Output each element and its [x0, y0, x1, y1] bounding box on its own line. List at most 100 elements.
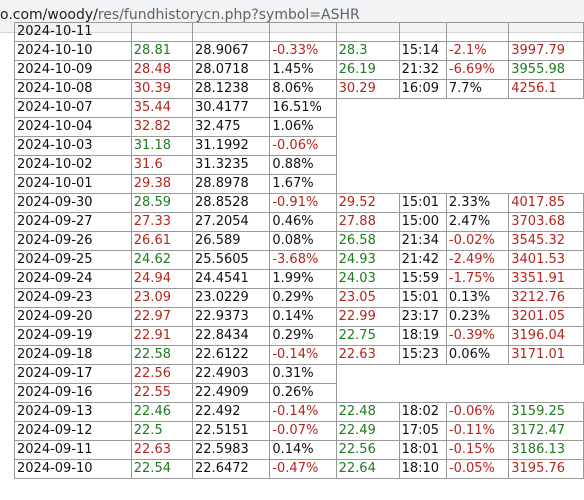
table-row: 2024-09-30 28.59 28.8528 -0.91% 29.52 15:01 2.…: [14, 193, 584, 213]
change-cell: 0.06%: [445, 345, 510, 365]
nav-cell: 32.475: [192, 117, 271, 137]
change-cell: 0.13%: [445, 288, 510, 308]
time-cell: 21:34: [398, 231, 447, 251]
close-cell: 22.54: [130, 459, 194, 479]
nav-cell: 22.6472: [192, 459, 271, 479]
index-cell: 3545.32: [508, 231, 584, 251]
date-cell: 2024-09-26: [14, 231, 132, 251]
est-price-cell: 27.88: [335, 212, 400, 232]
table-row: 2024-09-10 22.54 22.6472 -0.47% 22.64 18:10 -0…: [14, 459, 584, 479]
premium-cell: 0.14%: [269, 440, 337, 460]
nav-cell: 22.4903: [192, 364, 271, 384]
nav-cell: [192, 22, 271, 42]
est-price-cell: 29.52: [335, 193, 400, 213]
date-cell: 2024-10-11: [14, 22, 132, 42]
nav-cell: 22.492: [192, 402, 271, 422]
index-cell: 3212.76: [508, 288, 584, 308]
nav-cell: 28.8528: [192, 193, 271, 213]
est-price-cell: 30.29: [335, 79, 400, 99]
close-cell: 27.33: [130, 212, 194, 232]
change-cell: 7.7%: [445, 79, 510, 99]
change-cell: -6.69%: [445, 60, 510, 80]
empty-cell: [446, 137, 508, 156]
fund-history-table-body: 2024-10-11 2024-10-10 28.81 28.9067 -0.33% 28…: [14, 22, 584, 479]
time-cell: 15:23: [398, 345, 447, 365]
index-cell: 3955.98: [508, 60, 584, 80]
nav-cell: 22.9373: [192, 307, 271, 327]
time-cell: 16:09: [398, 79, 447, 99]
est-price-cell: 26.58: [335, 231, 400, 251]
est-price-cell: 22.48: [335, 402, 400, 422]
close-cell: 22.58: [130, 345, 194, 365]
date-cell: 2024-10-03: [14, 136, 132, 156]
close-cell: 22.5: [130, 421, 194, 441]
premium-cell: -0.07%: [269, 421, 337, 441]
close-cell: 22.46: [130, 402, 194, 422]
date-cell: 2024-09-11: [14, 440, 132, 460]
index-cell: 3703.68: [508, 212, 584, 232]
premium-cell: -3.68%: [269, 250, 337, 270]
empty-cell: [509, 365, 584, 384]
time-cell: 15:01: [398, 288, 447, 308]
empty-cell: [336, 384, 399, 403]
est-price-cell: 26.19: [335, 60, 400, 80]
time-cell: 17:05: [398, 421, 447, 441]
index-cell: 3351.91: [508, 269, 584, 289]
time-cell: 18:10: [398, 459, 447, 479]
date-cell: 2024-09-13: [14, 402, 132, 422]
index-cell: [508, 22, 584, 42]
time-cell: 15:00: [398, 212, 447, 232]
change-cell: 0.23%: [445, 307, 510, 327]
empty-cell: [509, 137, 584, 156]
time-cell: 18:02: [398, 402, 447, 422]
date-cell: 2024-09-18: [14, 345, 132, 365]
change-cell: -2.1%: [445, 41, 510, 61]
nav-cell: 27.2054: [192, 212, 271, 232]
empty-cell: [336, 99, 399, 118]
date-cell: 2024-09-19: [14, 326, 132, 346]
est-price-cell: 22.63: [335, 345, 400, 365]
premium-cell: 0.46%: [269, 212, 337, 232]
premium-cell: 0.88%: [269, 155, 337, 175]
empty-cell: [509, 175, 584, 194]
table-row: 2024-09-26 26.61 26.589 0.08% 26.58 21:34 -0.0…: [14, 231, 584, 251]
premium-cell: -0.91%: [269, 193, 337, 213]
nav-cell: 22.8434: [192, 326, 271, 346]
date-cell: 2024-09-10: [14, 459, 132, 479]
est-price-cell: 24.93: [335, 250, 400, 270]
close-cell: 30.39: [130, 79, 194, 99]
table-row: 2024-09-12 22.5 22.5151 -0.07% 22.49 17:05 -0.…: [14, 421, 584, 441]
table-row: 2024-09-24 24.94 24.4541 1.99% 24.03 15:59 -1.…: [14, 269, 584, 289]
nav-cell: 28.9067: [192, 41, 271, 61]
empty-cell: [509, 99, 584, 118]
empty-cell: [399, 99, 446, 118]
close-cell: 28.48: [130, 60, 194, 80]
empty-cell: [446, 99, 508, 118]
premium-cell: [269, 22, 337, 42]
table-row: 2024-09-27 27.33 27.2054 0.46% 27.88 15:00 2.4…: [14, 212, 584, 232]
premium-cell: 0.29%: [269, 326, 337, 346]
nav-cell: 28.8978: [192, 174, 271, 194]
time-cell: 15:59: [398, 269, 447, 289]
nav-cell: 23.0229: [192, 288, 271, 308]
table-row: 2024-09-20 22.97 22.9373 0.14% 22.99 23:17 0.2…: [14, 307, 584, 327]
date-cell: 2024-10-10: [14, 41, 132, 61]
url-path: res/fundhistorycn.php?symbol=ASHR: [97, 7, 360, 23]
date-cell: 2024-09-12: [14, 421, 132, 441]
premium-cell: 0.31%: [269, 364, 337, 384]
close-cell: 22.63: [130, 440, 194, 460]
url-text[interactable]: o.com/woody/res/fundhistorycn.php?symbol…: [0, 7, 360, 23]
table-row: 2024-10-02 31.6 31.3235 0.88%: [14, 155, 584, 175]
empty-cell: [446, 156, 508, 175]
close-cell: 26.61: [130, 231, 194, 251]
change-cell: 2.47%: [445, 212, 510, 232]
close-cell: 24.94: [130, 269, 194, 289]
empty-cell: [399, 384, 446, 403]
est-price-cell: 28.3: [335, 41, 400, 61]
premium-cell: 0.26%: [269, 383, 337, 403]
premium-cell: -0.33%: [269, 41, 337, 61]
change-cell: -2.49%: [445, 250, 510, 270]
change-cell: -0.02%: [445, 231, 510, 251]
nav-cell: 25.5605: [192, 250, 271, 270]
premium-cell: 1.99%: [269, 269, 337, 289]
